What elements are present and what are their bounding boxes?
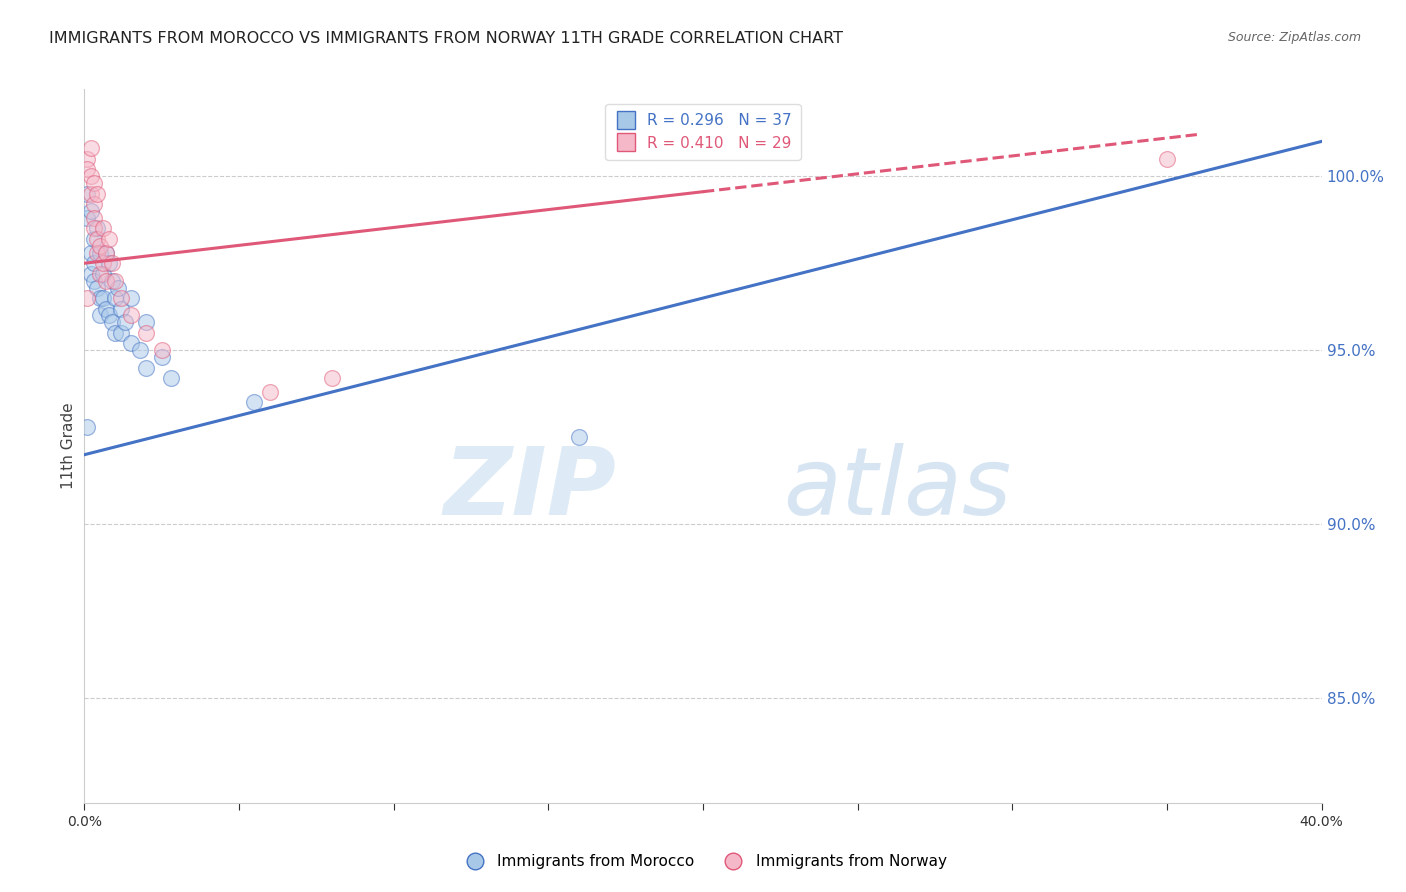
Point bbox=[91, 256, 114, 270]
Point bbox=[89, 239, 111, 253]
Point bbox=[104, 291, 127, 305]
Point bbox=[76, 152, 98, 166]
Point bbox=[259, 385, 281, 400]
Point bbox=[86, 280, 108, 294]
Point bbox=[135, 326, 157, 340]
Point bbox=[135, 360, 157, 375]
Y-axis label: 11th Grade: 11th Grade bbox=[60, 402, 76, 490]
Point bbox=[76, 420, 98, 434]
Point bbox=[98, 309, 121, 323]
Point bbox=[76, 291, 98, 305]
Point bbox=[76, 211, 98, 225]
Point bbox=[89, 309, 111, 323]
Point bbox=[104, 326, 127, 340]
Point bbox=[86, 245, 108, 260]
Point bbox=[321, 371, 343, 385]
Point bbox=[160, 371, 183, 385]
Point bbox=[104, 274, 127, 288]
Legend: Immigrants from Morocco, Immigrants from Norway: Immigrants from Morocco, Immigrants from… bbox=[453, 848, 953, 875]
Point bbox=[120, 309, 142, 323]
Legend: R = 0.296   N = 37, R = 0.410   N = 29: R = 0.296 N = 37, R = 0.410 N = 29 bbox=[606, 104, 800, 160]
Point bbox=[114, 315, 136, 329]
Point bbox=[83, 274, 105, 288]
Point bbox=[1156, 152, 1178, 166]
Point bbox=[91, 291, 114, 305]
Point bbox=[79, 267, 101, 281]
Text: atlas: atlas bbox=[783, 443, 1012, 534]
Point bbox=[110, 291, 132, 305]
Point bbox=[79, 245, 101, 260]
Point bbox=[98, 232, 121, 246]
Point bbox=[83, 197, 105, 211]
Point bbox=[89, 267, 111, 281]
Point bbox=[91, 267, 114, 281]
Point bbox=[101, 274, 124, 288]
Point bbox=[86, 221, 108, 235]
Text: Source: ZipAtlas.com: Source: ZipAtlas.com bbox=[1227, 31, 1361, 45]
Point bbox=[76, 186, 98, 201]
Point bbox=[110, 326, 132, 340]
Point bbox=[91, 221, 114, 235]
Text: ZIP: ZIP bbox=[443, 442, 616, 535]
Point bbox=[86, 186, 108, 201]
Point bbox=[135, 315, 157, 329]
Point bbox=[76, 162, 98, 177]
Point bbox=[107, 280, 129, 294]
Point bbox=[98, 256, 121, 270]
Point bbox=[83, 221, 105, 235]
Point bbox=[150, 350, 173, 364]
Point bbox=[79, 204, 101, 219]
Point bbox=[101, 256, 124, 270]
Point bbox=[79, 141, 101, 155]
Point bbox=[83, 256, 105, 270]
Point bbox=[101, 315, 124, 329]
Point bbox=[79, 186, 101, 201]
Point bbox=[568, 430, 591, 444]
Point bbox=[83, 232, 105, 246]
Point bbox=[83, 176, 105, 190]
Point bbox=[120, 336, 142, 351]
Point bbox=[89, 291, 111, 305]
Point bbox=[129, 343, 152, 358]
Point bbox=[86, 232, 108, 246]
Point bbox=[110, 301, 132, 316]
Point bbox=[94, 245, 117, 260]
Point bbox=[79, 169, 101, 184]
Point bbox=[150, 343, 173, 358]
Point bbox=[243, 395, 266, 409]
Text: IMMIGRANTS FROM MOROCCO VS IMMIGRANTS FROM NORWAY 11TH GRADE CORRELATION CHART: IMMIGRANTS FROM MOROCCO VS IMMIGRANTS FR… bbox=[49, 31, 844, 46]
Point bbox=[94, 274, 117, 288]
Point bbox=[89, 245, 111, 260]
Point bbox=[120, 291, 142, 305]
Point bbox=[83, 211, 105, 225]
Point bbox=[94, 301, 117, 316]
Point bbox=[94, 245, 117, 260]
